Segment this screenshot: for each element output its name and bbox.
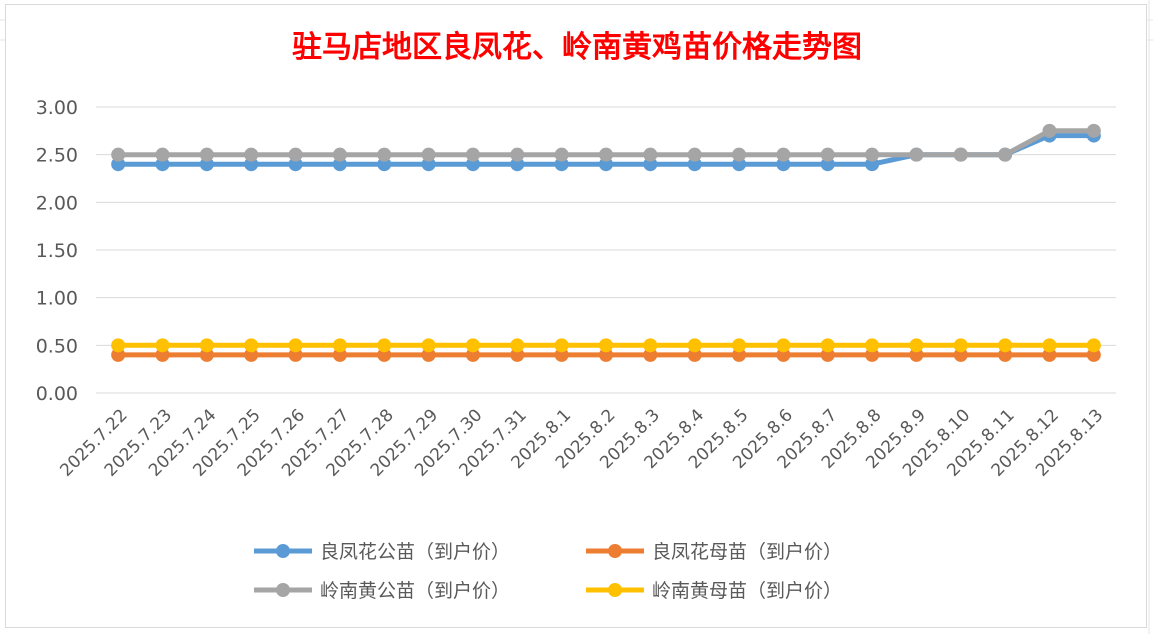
data-point — [111, 338, 126, 353]
chart-area[interactable] — [5, 4, 1147, 628]
data-point — [244, 338, 259, 353]
y-tick-label: 3.00 — [36, 97, 78, 119]
data-point — [288, 338, 303, 353]
data-point — [465, 338, 480, 353]
legend-label: 良凤花母苗（到户价） — [652, 541, 842, 563]
data-point — [953, 338, 968, 353]
x-axis-tick-labels: 2025.7.222025.7.232025.7.242025.7.252025… — [56, 405, 1107, 480]
data-point — [909, 147, 924, 162]
data-point — [421, 338, 436, 353]
data-point — [998, 147, 1013, 162]
y-tick-label: 2.50 — [36, 145, 78, 167]
series-3 — [111, 123, 1101, 162]
data-point — [776, 147, 791, 162]
y-tick-label: 2.00 — [36, 192, 78, 214]
y-tick-label: 0.50 — [36, 335, 78, 357]
legend-label: 良凤花公苗（到户价） — [320, 541, 510, 563]
data-point — [820, 338, 835, 353]
data-point — [377, 147, 392, 162]
data-point — [244, 147, 259, 162]
data-point — [643, 338, 658, 353]
data-point — [288, 147, 303, 162]
legend-item[interactable]: 良凤花公苗（到户价） — [254, 541, 510, 563]
data-point — [377, 338, 392, 353]
legend-item[interactable]: 岭南黄公苗（到户价） — [254, 580, 510, 602]
data-point — [599, 147, 613, 162]
data-point — [155, 147, 170, 162]
data-point — [1086, 338, 1101, 353]
legend-item[interactable]: 岭南黄母苗（到户价） — [586, 580, 842, 602]
legend-label: 岭南黄母苗（到户价） — [652, 580, 842, 602]
series-4 — [111, 338, 1101, 353]
y-axis-tick-labels: 0.00 0.50 1.00 1.50 2.00 2.50 3.00 — [36, 97, 78, 405]
data-point — [998, 338, 1013, 353]
y-tick-label: 1.00 — [36, 288, 78, 310]
data-point — [820, 147, 835, 162]
legend: 良凤花公苗（到户价） 良凤花母苗（到户价） 岭南黄公苗（到户价） 岭南黄母苗（到户价） — [254, 541, 842, 602]
data-point — [510, 338, 525, 353]
data-point — [687, 338, 702, 353]
data-point — [776, 338, 791, 353]
data-point — [465, 147, 480, 162]
data-point — [599, 338, 613, 353]
data-point — [1042, 123, 1057, 138]
data-point — [909, 338, 924, 353]
data-point — [865, 147, 880, 162]
data-point — [155, 338, 170, 353]
data-point — [554, 338, 569, 353]
data-point — [421, 147, 436, 162]
y-tick-label: 1.50 — [36, 240, 78, 262]
data-point — [510, 147, 525, 162]
data-point — [332, 147, 347, 162]
data-point — [332, 338, 347, 353]
legend-swatch-marker — [276, 583, 290, 597]
legend-item[interactable]: 良凤花母苗（到户价） — [586, 541, 842, 563]
legend-label: 岭南黄公苗（到户价） — [320, 580, 510, 602]
y-tick-label: 0.00 — [36, 383, 78, 405]
data-point — [554, 147, 569, 162]
data-point — [199, 147, 214, 162]
series-lines — [111, 123, 1101, 362]
data-point — [953, 147, 968, 162]
legend-swatch-marker — [608, 544, 622, 558]
chart-title: 驻马店地区良凤花、岭南黄鸡苗价格走势图 — [292, 30, 862, 65]
data-point — [199, 338, 214, 353]
legend-swatch-marker — [276, 544, 290, 558]
data-point — [1042, 338, 1057, 353]
data-point — [732, 338, 747, 353]
data-point — [643, 147, 658, 162]
legend-swatch-marker — [608, 583, 622, 597]
data-point — [865, 338, 880, 353]
data-point — [732, 147, 747, 162]
data-point — [111, 147, 126, 162]
data-point — [1086, 123, 1101, 138]
data-point — [687, 147, 702, 162]
